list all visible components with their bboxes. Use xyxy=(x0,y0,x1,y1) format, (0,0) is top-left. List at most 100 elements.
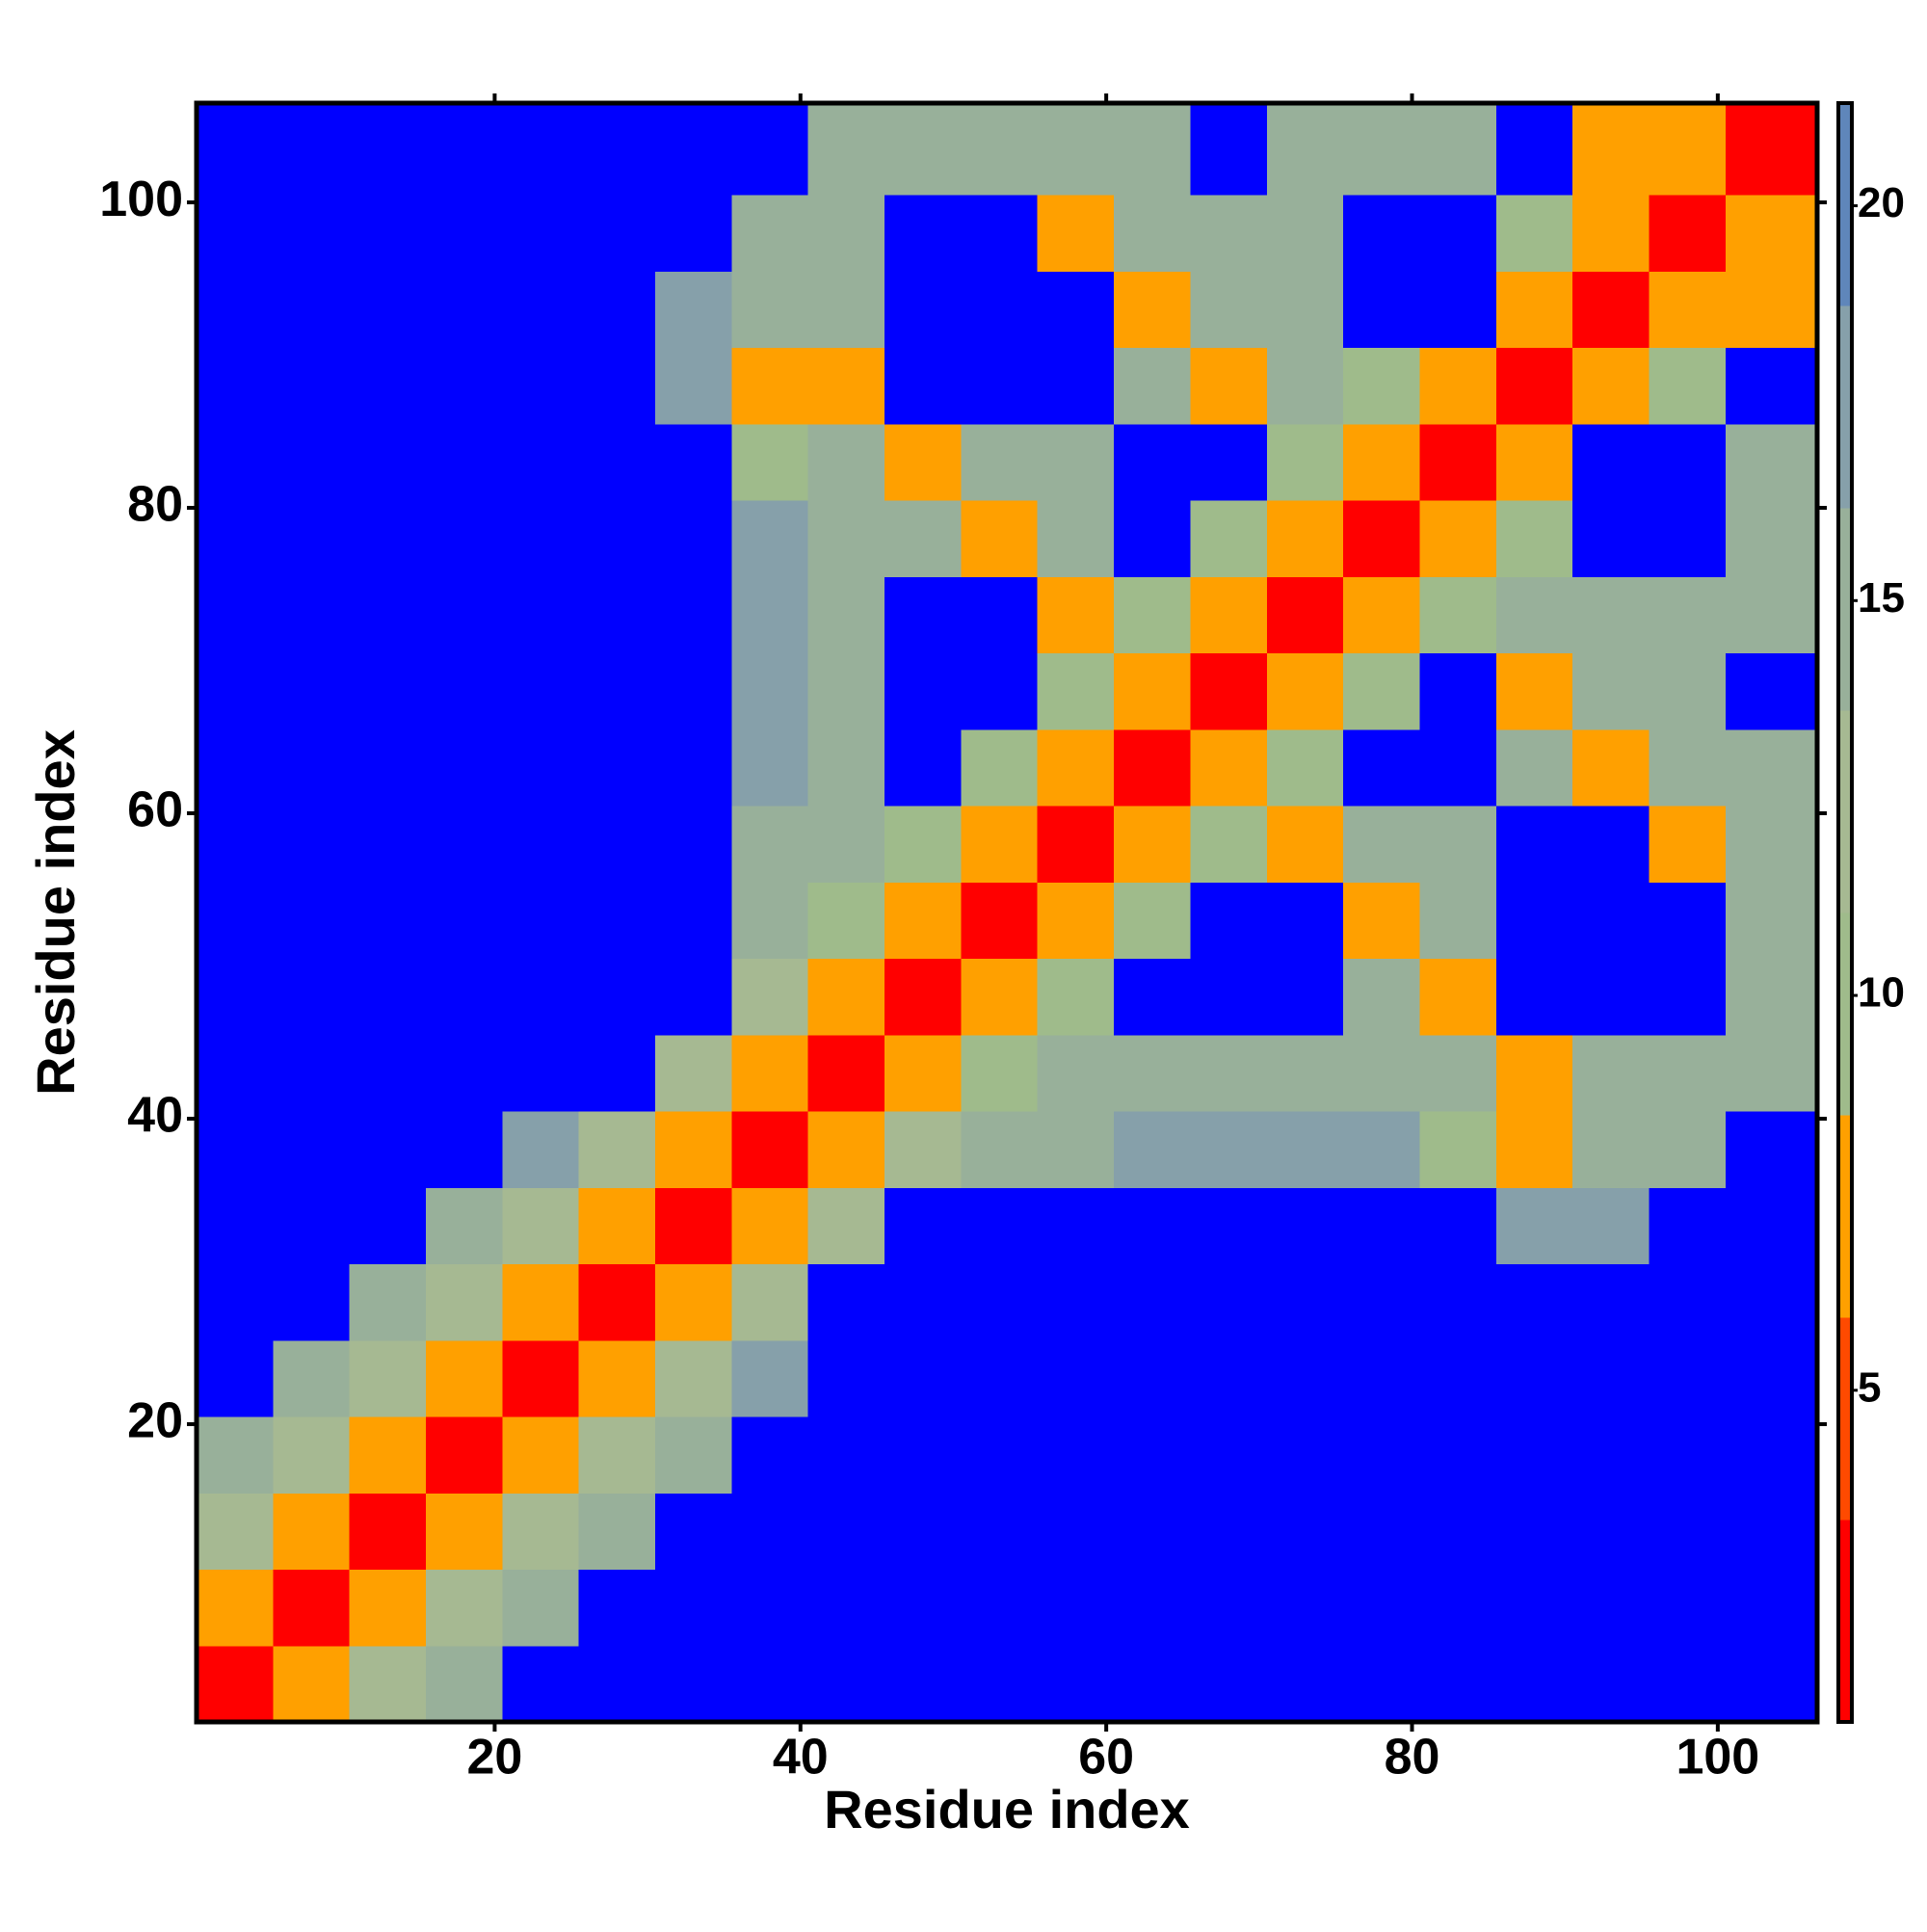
heat-cell xyxy=(655,1034,732,1112)
heat-cell xyxy=(1266,1416,1344,1494)
heat-cell xyxy=(349,958,427,1036)
heat-cell xyxy=(273,1493,351,1571)
heat-cell xyxy=(1114,806,1192,883)
heat-cell xyxy=(1725,500,1818,577)
heat-cell xyxy=(273,806,351,883)
y-tick-label: 20 xyxy=(127,1393,183,1449)
heat-cell xyxy=(1114,1187,1192,1265)
heat-cell xyxy=(1114,958,1192,1036)
heat-cell xyxy=(1037,576,1115,654)
heat-cell xyxy=(1725,652,1818,730)
heat-cell xyxy=(731,423,809,501)
heat-cell xyxy=(1649,652,1727,730)
heat-cell xyxy=(578,500,656,577)
heat-cell xyxy=(1495,1034,1573,1112)
heat-cell xyxy=(1725,103,1818,196)
heat-cell xyxy=(578,1339,656,1417)
colorbar-segment xyxy=(1838,508,1852,711)
heat-cell xyxy=(1572,500,1650,577)
heat-cell xyxy=(655,576,732,654)
heat-cell xyxy=(578,1569,656,1647)
heat-cell xyxy=(578,652,656,730)
heat-cell xyxy=(1419,347,1497,425)
heat-cell xyxy=(349,1034,427,1112)
heat-cell xyxy=(807,1339,885,1417)
heat-cell xyxy=(1725,576,1818,654)
heat-cell xyxy=(961,652,1039,730)
heat-cell xyxy=(426,958,503,1036)
heat-cell xyxy=(655,806,732,883)
y-axis-title: Residue index xyxy=(25,729,86,1096)
heat-cell xyxy=(807,806,885,883)
heat-cell xyxy=(1190,728,1268,807)
heat-cell xyxy=(731,103,809,196)
heat-cell xyxy=(1037,1645,1115,1723)
heat-cell xyxy=(884,423,962,501)
heat-cell xyxy=(578,195,656,272)
heat-cell xyxy=(731,882,809,960)
heat-cell xyxy=(1266,195,1344,272)
heat-cell xyxy=(1649,806,1727,883)
heat-cell xyxy=(273,500,351,577)
heat-cell xyxy=(1495,1111,1573,1188)
heat-cell xyxy=(1419,882,1497,960)
heat-cell xyxy=(502,652,580,730)
heat-cell xyxy=(1419,806,1497,883)
heat-cell xyxy=(1114,423,1192,501)
heat-cell xyxy=(426,1645,503,1723)
heat-cell xyxy=(578,958,656,1036)
heat-cell xyxy=(807,195,885,272)
heat-cell xyxy=(884,958,962,1036)
heat-cell xyxy=(1190,103,1268,196)
heat-cell xyxy=(1572,1645,1650,1723)
heat-cell xyxy=(1572,1111,1650,1188)
heat-cell xyxy=(884,500,962,577)
heat-cell xyxy=(502,103,580,196)
heat-cell xyxy=(1114,500,1192,577)
heat-cell xyxy=(578,728,656,807)
heat-cell xyxy=(1343,347,1421,425)
heat-cell xyxy=(1266,271,1344,349)
heat-cell xyxy=(884,1416,962,1494)
heat-cell xyxy=(197,1034,274,1112)
x-tick-label: 60 xyxy=(1078,1730,1134,1786)
heat-cell xyxy=(1114,195,1192,272)
heat-cell xyxy=(1419,195,1497,272)
heat-cell xyxy=(1114,103,1192,196)
heat-cell xyxy=(1419,958,1497,1036)
heat-cell xyxy=(961,1645,1039,1723)
heat-cell xyxy=(1495,1493,1573,1571)
heat-cell xyxy=(1190,1645,1268,1723)
heat-cell xyxy=(1495,728,1573,807)
heat-cell xyxy=(1114,1569,1192,1647)
heat-cell xyxy=(1419,103,1497,196)
heat-cell xyxy=(961,576,1039,654)
colorbar-segment xyxy=(1838,710,1852,913)
heat-cell xyxy=(273,958,351,1036)
heat-cell xyxy=(426,1339,503,1417)
heat-cell xyxy=(1190,347,1268,425)
heat-cell xyxy=(1190,882,1268,960)
heat-cell xyxy=(655,1493,732,1571)
heat-cell xyxy=(1343,1416,1421,1494)
heat-cell xyxy=(349,1493,427,1571)
heat-cell xyxy=(349,1416,427,1494)
heat-cell xyxy=(1037,1493,1115,1571)
heat-cell xyxy=(426,1111,503,1188)
heat-cell xyxy=(1037,728,1115,807)
heat-cell xyxy=(961,1339,1039,1417)
heat-cell xyxy=(273,1111,351,1188)
heat-cell xyxy=(655,1111,732,1188)
heat-cell xyxy=(961,1569,1039,1647)
heat-cell xyxy=(273,1645,351,1723)
heat-cell xyxy=(1266,1034,1344,1112)
heat-cell xyxy=(961,1187,1039,1265)
heat-cell xyxy=(1190,576,1268,654)
heat-cell xyxy=(1190,271,1268,349)
heat-cell xyxy=(426,271,503,349)
heat-cell xyxy=(1649,728,1727,807)
heat-cell xyxy=(578,1034,656,1112)
heat-cell xyxy=(1419,1263,1497,1341)
heat-cell xyxy=(1419,1645,1497,1723)
heat-cell xyxy=(655,958,732,1036)
